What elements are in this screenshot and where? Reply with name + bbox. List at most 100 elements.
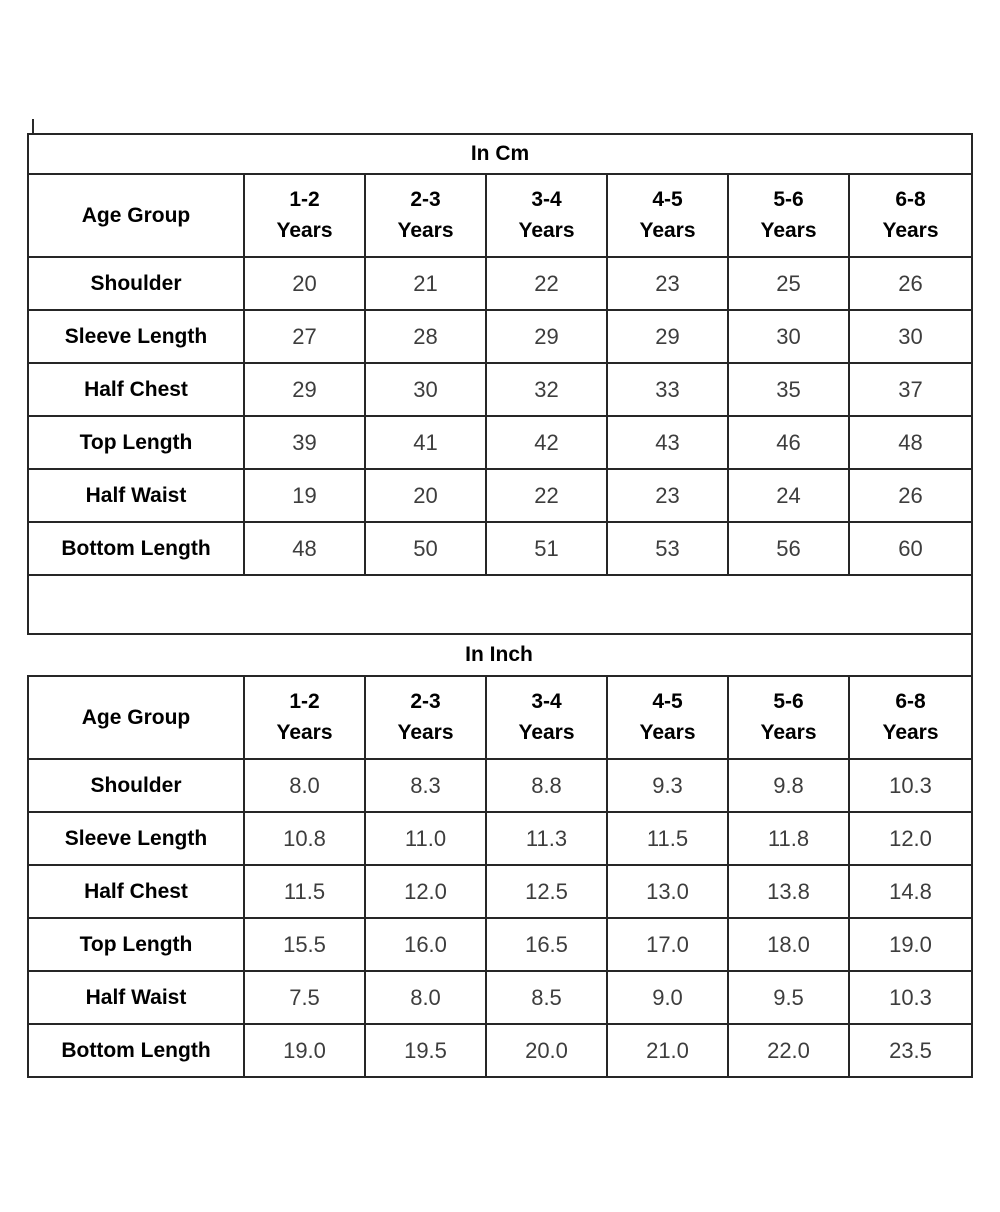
measurement-value: 51 [487,523,608,574]
age-group-header-row: Age Group 1-2 Years 2-3 Years 3-4 Years 4-5 Year… [29,677,971,760]
measurement-value: 19.0 [245,1025,366,1076]
measurement-value: 25 [729,258,850,309]
measurement-value: 9.8 [729,760,850,811]
age-column-header: 5-6 Years [729,677,850,758]
measurement-row: Sleeve Length 27 28 29 29 30 30 [29,311,971,364]
inch-table-title: In Inch [27,635,973,675]
measurement-value: 41 [366,417,487,468]
measurement-row: Top Length 39 41 42 43 46 48 [29,417,971,470]
age-unit-label: Years [397,218,454,242]
measurement-value: 26 [898,482,923,508]
age-column-header: 6-8 Years [850,175,971,256]
measurement-row: Half Chest 11.5 12.0 12.5 13.0 13.8 14.8 [29,866,971,919]
measurement-value: 22 [487,470,608,521]
age-column-header: 3-4 Years [487,677,608,758]
measurement-row: Shoulder 20 21 22 23 25 26 [29,258,971,311]
measurement-value: 21 [366,258,487,309]
measurement-value: 30 [366,364,487,415]
age-unit-label: Years [518,218,575,242]
measurement-label: Half Waist [29,972,245,1023]
measurement-value: 11.5 [245,866,366,917]
measurement-value: 12.5 [487,866,608,917]
age-range-label: 2-3 [410,690,441,714]
cm-size-table: In Cm Age Group 1-2 Years 2-3 Years 3-4 Years 4… [27,133,973,635]
measurement-value: 20 [245,258,366,309]
measurement-value: 33 [608,364,729,415]
measurement-value: 9.0 [608,972,729,1023]
measurement-value: 35 [729,364,850,415]
measurement-value: 42 [487,417,608,468]
age-group-corner-label: Age Group [29,677,245,758]
measurement-value: 23.5 [889,1037,932,1063]
age-unit-label: Years [882,218,939,242]
measurement-row: Half Chest 29 30 32 33 35 37 [29,364,971,417]
measurement-row: Half Waist 19 20 22 23 24 26 [29,470,971,523]
measurement-value: 11.5 [608,813,729,864]
measurement-label: Half Waist [29,470,245,521]
measurement-label: Sleeve Length [29,813,245,864]
measurement-value: 30 [729,311,850,362]
measurement-value: 29 [608,311,729,362]
measurement-value: 19.0 [889,931,932,957]
age-range-label: 3-4 [531,188,562,212]
cm-table-title: In Cm [29,135,971,175]
measurement-value: 16.5 [487,919,608,970]
age-unit-label: Years [518,720,575,744]
measurement-value: 14.8 [889,878,932,904]
measurement-label: Shoulder [29,760,245,811]
age-unit-label: Years [639,218,696,242]
age-range-label: 4-5 [652,690,683,714]
age-column-header: 4-5 Years [608,677,729,758]
measurement-value: 8.5 [487,972,608,1023]
measurement-label: Bottom Length [29,523,245,574]
age-unit-label: Years [276,218,333,242]
measurement-value: 16.0 [366,919,487,970]
measurement-label: Top Length [29,417,245,468]
inch-table-grid: Age Group 1-2 Years 2-3 Years 3-4 Years 4-5 Year… [29,677,971,1076]
measurement-row: Sleeve Length 10.8 11.0 11.3 11.5 11.8 12.0 [29,813,971,866]
measurement-value: 11.8 [729,813,850,864]
age-unit-label: Years [760,720,817,744]
age-range-label: 3-4 [531,690,562,714]
measurement-value: 30 [898,323,923,349]
measurement-value: 32 [487,364,608,415]
age-range-label: 5-6 [773,690,804,714]
measurement-value: 12.0 [366,866,487,917]
age-range-label: 4-5 [652,188,683,212]
measurement-value: 18.0 [729,919,850,970]
age-unit-label: Years [639,720,696,744]
age-range-label: 1-2 [289,690,320,714]
measurement-value: 37 [898,376,923,402]
age-unit-label: Years [882,720,939,744]
age-unit-label: Years [760,218,817,242]
measurement-value: 26 [898,270,923,296]
measurement-label: Sleeve Length [29,311,245,362]
measurement-value: 48 [245,523,366,574]
measurement-value: 20.0 [487,1025,608,1076]
measurement-value: 10.3 [889,772,932,798]
measurement-value: 8.8 [487,760,608,811]
measurement-value: 15.5 [245,919,366,970]
measurement-value: 8.0 [245,760,366,811]
measurement-row: Bottom Length 19.0 19.5 20.0 21.0 22.0 23.5 [29,1025,971,1076]
age-column-header: 1-2 Years [245,175,366,256]
measurement-value: 21.0 [608,1025,729,1076]
age-column-header: 6-8 Years [850,677,971,758]
measurement-value: 10.8 [245,813,366,864]
inch-size-table: Age Group 1-2 Years 2-3 Years 3-4 Years 4-5 Year… [27,675,973,1078]
measurement-value: 22 [487,258,608,309]
measurement-value: 50 [366,523,487,574]
measurement-label: Half Chest [29,364,245,415]
measurement-value: 22.0 [729,1025,850,1076]
measurement-label: Shoulder [29,258,245,309]
age-range-label: 2-3 [410,188,441,212]
measurement-value: 56 [729,523,850,574]
measurement-value: 12.0 [889,825,932,851]
age-range-label: 5-6 [773,188,804,212]
measurement-value: 20 [366,470,487,521]
measurement-value: 23 [608,470,729,521]
measurement-value: 43 [608,417,729,468]
measurement-value: 13.8 [729,866,850,917]
age-column-header: 3-4 Years [487,175,608,256]
measurement-value: 28 [366,311,487,362]
